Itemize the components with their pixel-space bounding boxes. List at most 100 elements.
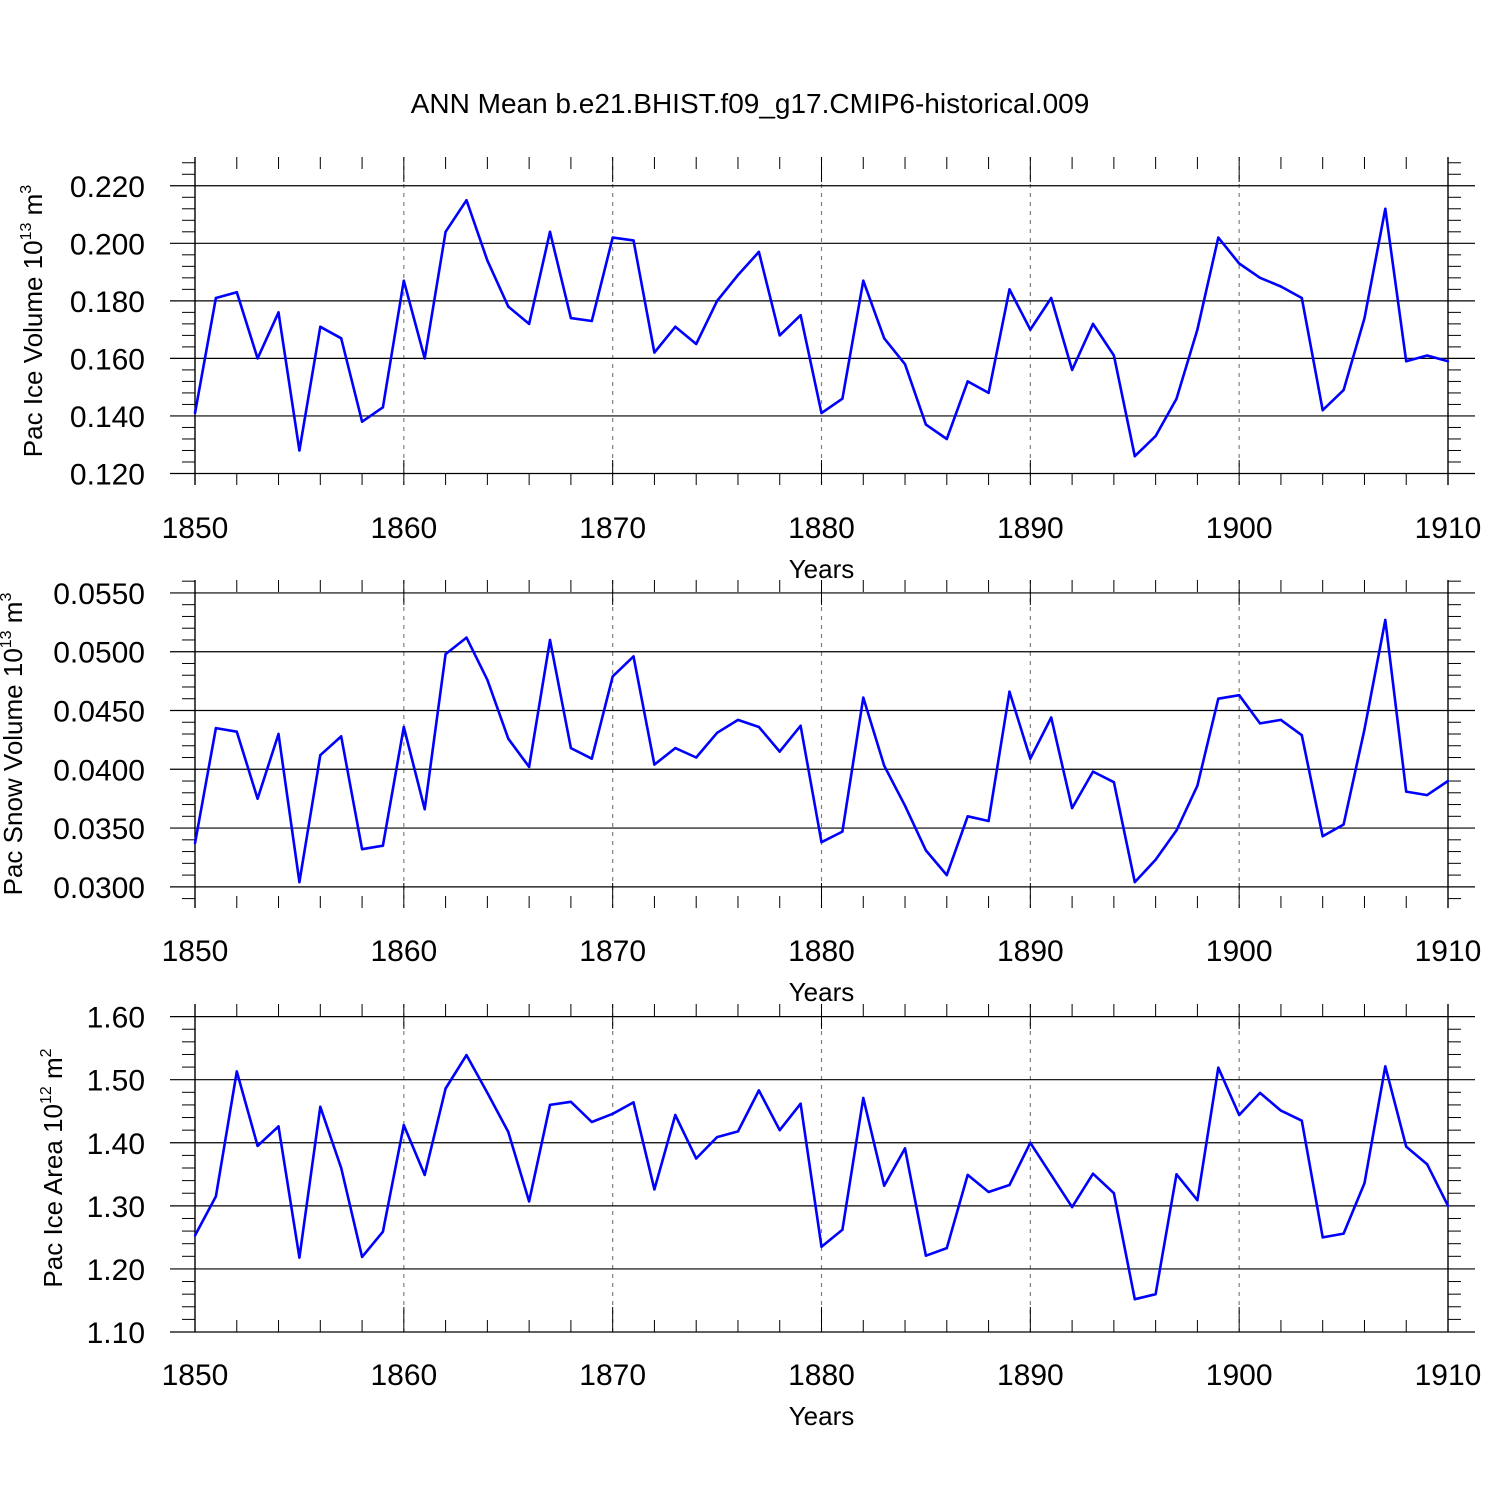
data-point-1899 (1217, 236, 1220, 239)
data-point-1886 (945, 873, 948, 877)
y-axis-title-unit: m (38, 1057, 68, 1086)
data-point-1900 (1237, 262, 1241, 265)
data-point-1878 (778, 334, 781, 337)
data-point-1894 (1112, 1192, 1116, 1195)
data-point-1902 (1279, 1109, 1283, 1112)
y-tick-label: 0.0400 (53, 754, 145, 787)
data-point-1857 (339, 735, 343, 738)
data-point-1906 (1363, 1181, 1366, 1185)
data-point-1864 (486, 259, 489, 262)
x-tick-label: 1850 (162, 1359, 229, 1392)
y-axis-title: Pac Ice Volume 1013 m3 (18, 185, 48, 458)
data-point-1859 (381, 406, 385, 409)
data-point-1901 (1258, 1091, 1262, 1095)
data-point-1869 (590, 757, 593, 760)
data-point-1890 (1029, 757, 1032, 760)
data-point-1863 (465, 636, 468, 639)
data-point-1904 (1321, 835, 1324, 838)
data-point-1893 (1091, 1172, 1095, 1175)
y-axis-title-exponent: 13 (18, 222, 35, 240)
data-point-1909 (1425, 354, 1429, 357)
data-point-1910 (1446, 779, 1450, 783)
data-point-1855 (298, 449, 301, 452)
y-axis-title-main: Pac Ice Area 10 (38, 1104, 68, 1288)
x-tick-label: 1850 (162, 935, 229, 968)
data-point-1867 (548, 230, 552, 234)
data-point-1871 (632, 655, 635, 658)
data-point-1885 (924, 1254, 928, 1257)
data-point-1874 (695, 756, 698, 759)
x-axis-title: Years (789, 554, 855, 584)
data-point-1866 (527, 765, 531, 769)
y-axis-title-unit-exponent: 2 (38, 1048, 55, 1057)
data-point-1854 (277, 732, 280, 736)
x-tick-label: 1900 (1206, 512, 1273, 545)
y-axis-title-unit-exponent: 3 (0, 593, 15, 602)
data-point-1893 (1091, 770, 1095, 773)
data-point-1881 (841, 830, 844, 833)
data-point-1858 (360, 848, 364, 851)
data-point-1896 (1154, 858, 1157, 861)
data-point-1852 (235, 730, 238, 733)
data-point-1894 (1112, 354, 1116, 357)
chart-title: ANN Mean b.e21.BHIST.f09_g17.CMIP6-histo… (410, 88, 1090, 119)
data-point-1856 (319, 753, 322, 757)
panel-pac-snow-volume: 0.0300 0.0350 0.0400 0.0450 0.0500 0.0550 1850… (0, 578, 1481, 1007)
data-point-1863 (465, 198, 468, 202)
y-tick-label: 0.140 (70, 401, 145, 434)
data-point-1887 (966, 815, 969, 818)
data-point-1888 (987, 1190, 990, 1194)
data-point-1893 (1091, 322, 1095, 326)
data-point-1905 (1342, 1232, 1345, 1235)
panel-pac-ice-area: 1.10 1.20 1.30 1.40 1.50 1.60 1850 1860 1870 1880… (38, 1002, 1481, 1431)
data-point-1860 (402, 725, 406, 729)
data-point-1870 (611, 675, 614, 678)
data-point-1902 (1279, 718, 1283, 722)
data-point-1865 (507, 305, 510, 308)
data-point-1904 (1321, 408, 1324, 412)
data-point-1879 (799, 1102, 802, 1105)
data-point-1892 (1070, 806, 1074, 810)
data-point-1878 (778, 1128, 781, 1132)
data-point-1859 (381, 1230, 385, 1233)
data-point-1854 (277, 311, 280, 314)
data-point-1866 (527, 322, 531, 326)
data-point-1879 (799, 314, 802, 317)
data-point-1887 (966, 1173, 969, 1177)
y-tick-label: 0.220 (70, 171, 145, 204)
data-point-1874 (695, 342, 698, 346)
y-tick-label: 1.30 (87, 1191, 145, 1224)
y-tick-label: 1.40 (87, 1128, 145, 1161)
data-point-1896 (1154, 434, 1157, 438)
y-tick-label: 1.50 (87, 1065, 145, 1098)
data-point-1870 (611, 1112, 614, 1115)
data-point-1853 (256, 357, 259, 360)
data-point-1903 (1300, 296, 1304, 300)
data-point-1901 (1258, 722, 1262, 725)
data-point-1883 (882, 337, 886, 340)
data-point-1883 (882, 1184, 886, 1187)
data-point-1874 (695, 1157, 698, 1160)
data-point-1851 (214, 1195, 218, 1198)
data-point-1884 (903, 1147, 907, 1150)
data-point-1869 (590, 1120, 593, 1124)
data-point-1909 (1425, 1163, 1429, 1166)
y-tick-label: 0.0450 (53, 695, 145, 728)
data-point-1860 (402, 279, 406, 282)
x-tick-label: 1860 (370, 1359, 437, 1392)
data-point-1865 (507, 1130, 510, 1134)
data-point-1905 (1342, 823, 1345, 826)
data-point-1908 (1405, 360, 1408, 363)
data-point-1859 (381, 844, 385, 847)
y-axis-title: Pac Snow Volume 1013 m3 (0, 593, 28, 896)
data-point-1885 (924, 849, 928, 852)
y-tick-label: 0.200 (70, 228, 145, 261)
y-tick-label: 1.20 (87, 1254, 145, 1287)
data-point-1852 (235, 291, 238, 294)
data-point-1907 (1384, 1065, 1387, 1068)
data-point-1854 (277, 1125, 280, 1128)
data-point-1894 (1112, 781, 1116, 784)
y-tick-label: 0.120 (70, 458, 145, 491)
data-point-1864 (486, 1091, 489, 1095)
data-point-1891 (1050, 716, 1053, 719)
